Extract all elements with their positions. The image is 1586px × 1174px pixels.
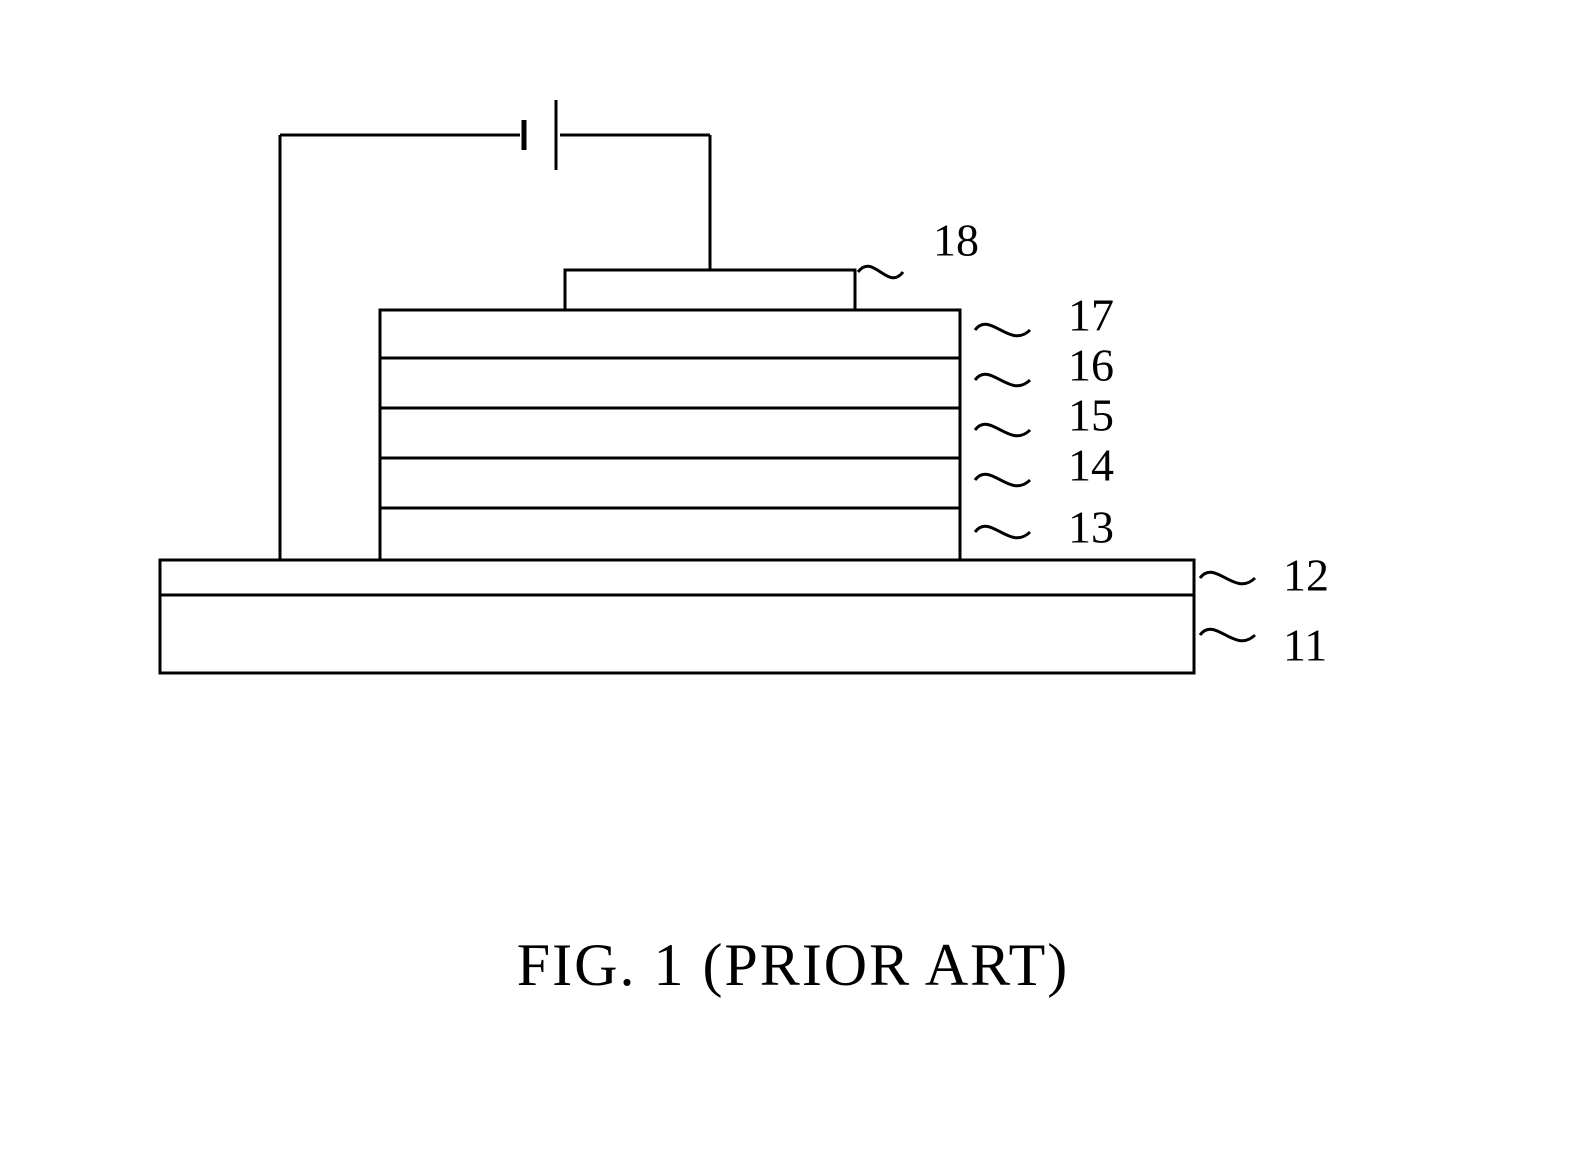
layer-11 bbox=[160, 595, 1194, 673]
label-16: 16 bbox=[1068, 340, 1114, 391]
layer-17 bbox=[380, 310, 960, 358]
label-18: 18 bbox=[933, 215, 979, 266]
layer-12 bbox=[160, 560, 1194, 595]
label-13: 13 bbox=[1068, 502, 1114, 553]
label-15: 15 bbox=[1068, 390, 1114, 441]
label-14: 14 bbox=[1068, 440, 1114, 491]
layer-18 bbox=[565, 270, 855, 310]
layer-15 bbox=[380, 408, 960, 458]
label-11: 11 bbox=[1283, 620, 1327, 671]
label-17: 17 bbox=[1068, 290, 1114, 341]
label-12: 12 bbox=[1283, 550, 1329, 601]
figure-caption: FIG. 1 (PRIOR ART) bbox=[517, 932, 1069, 998]
layer-14 bbox=[380, 458, 960, 508]
figure-svg: 18 17161514 13 12 11 FIG. 1 (PRIOR ART) bbox=[0, 0, 1586, 1174]
layer-16 bbox=[380, 358, 960, 408]
layer-13 bbox=[380, 508, 960, 560]
